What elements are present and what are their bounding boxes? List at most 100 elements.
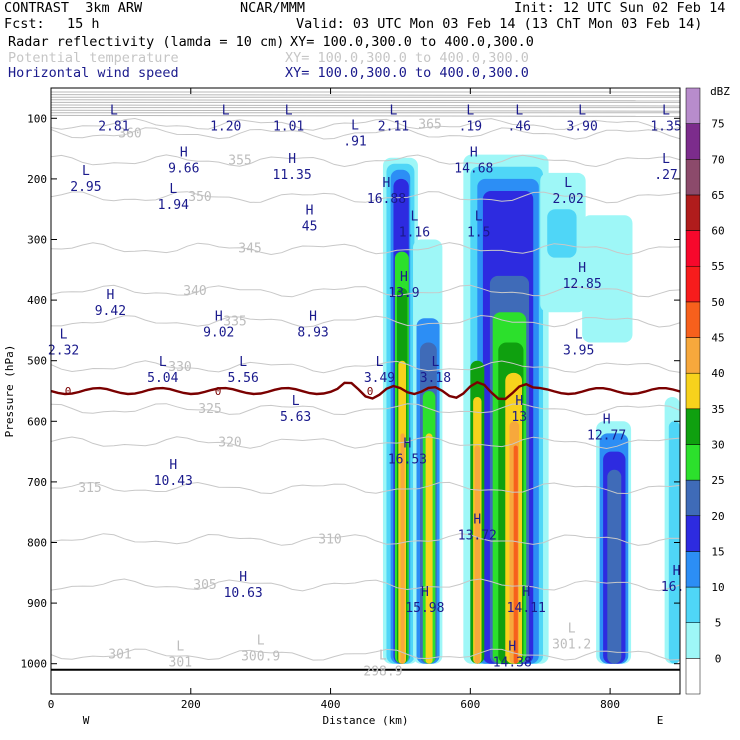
theta-extremum-value-0: 301 (169, 656, 192, 671)
wind-extremum-value-11: 14.68 (454, 162, 493, 177)
x-tick-label-0: 0 (48, 698, 55, 711)
wind-extremum-type-5: L (515, 103, 523, 118)
freezing-level-line (51, 380, 680, 401)
theta-label-345: 345 (238, 242, 261, 257)
wind-extremum-value-15: 16.88 (367, 192, 406, 207)
theta-extremum-type-1: L (257, 634, 265, 649)
wind-extremum-value-37: 10.63 (224, 586, 263, 601)
colorbar-level-0: 0 (715, 652, 722, 665)
wind-extremum-value-41: 14.38 (493, 656, 532, 671)
valid-time: Valid: 03 UTC Mon 03 Feb 14 (13 ChT Mon … (296, 16, 703, 32)
y-tick-label-200: 200 (27, 173, 47, 186)
y-tick-label-400: 400 (27, 294, 47, 307)
y-tick-label-100: 100 (27, 112, 47, 125)
colorbar-swatch-3 (685, 551, 701, 588)
colorbar-swatch-9 (685, 337, 701, 374)
colorbar-swatch-12 (685, 230, 701, 267)
wind-extremum-type-6: L (578, 103, 586, 118)
reflectivity-cell-22 (513, 445, 518, 664)
theta-upper-layer-7 (51, 109, 680, 112)
theta-extremum-type-0: L (176, 640, 184, 655)
wind-extremum-value-12: .27 (654, 168, 677, 183)
x-end-label-west: W (83, 714, 90, 727)
x-tick-label-400: 400 (321, 698, 341, 711)
wind-extremum-type-12: L (662, 152, 670, 167)
wind-extremum-type-33: H (603, 412, 611, 427)
init-time: Init: 12 UTC Sun 02 Feb 14 (514, 0, 726, 16)
reflectivity-cell-7 (400, 433, 405, 664)
x-axis-title: Distance (km) (322, 714, 408, 727)
extrema-labels: L2.81L1.20L1.01L2.11L.19L.46L3.90L1.35L.… (48, 103, 692, 679)
freezing-level: 0 0 0 (51, 380, 680, 401)
y-tick-label-600: 600 (27, 415, 47, 428)
wind-extremum-value-20: 12.85 (563, 277, 602, 292)
theta-contour-325 (51, 403, 680, 416)
wind-extremum-value-0: 2.81 (98, 119, 129, 134)
colorbar-swatch-13 (685, 194, 701, 231)
colorbar-swatch-8 (685, 372, 701, 410)
wind-extremum-type-28: L (239, 355, 247, 370)
colorbar-level-25: 25 (711, 474, 724, 487)
field-reflectivity-name: Radar reflectivity (lamda = 10 cm) (8, 34, 285, 50)
plot-header: CONTRAST 3km ARW NCAR/MMM Init: 12 UTC S… (0, 0, 740, 86)
wind-extremum-type-34: H (404, 437, 412, 452)
colorbar-level-75: 75 (711, 118, 724, 131)
colorbar-swatch-6 (685, 444, 701, 481)
colorbar-level-65: 65 (711, 189, 724, 202)
wind-extremum-type-27: L (159, 355, 167, 370)
y-tick-label-800: 800 (27, 537, 47, 550)
colorbar-level-40: 40 (711, 367, 724, 380)
colorbar-swatch-4 (685, 515, 701, 552)
y-axis-title: Pressure (hPa) (3, 345, 16, 438)
theta-contour-350 (51, 191, 680, 204)
field-wind-xy: XY= 100.0,300.0 to 400.0,300.0 (285, 65, 529, 81)
wind-extremum-value-28: 5.56 (228, 371, 259, 386)
theta-contours: 301 305 310 315 320 325 330 335 340 345 350 355 360 3… (51, 91, 680, 663)
colorbar-swatch-7 (685, 408, 701, 445)
wind-extremum-value-13: 2.95 (70, 180, 101, 195)
wind-extremum-value-22: 13.9 (388, 286, 419, 301)
wind-extremum-type-4: L (466, 103, 474, 118)
wind-extremum-type-0: L (110, 103, 118, 118)
colorbar-level-45: 45 (711, 332, 724, 345)
wind-extremum-type-41: H (508, 640, 516, 655)
wind-extremum-type-32: H (515, 394, 523, 409)
wind-extremum-type-14: L (169, 182, 177, 197)
colorbar-level-10: 10 (711, 581, 724, 594)
theta-contour-355 (51, 154, 680, 168)
wind-extremum-type-31: L (292, 394, 300, 409)
wind-extremum-value-14: 1.94 (158, 198, 189, 213)
theta-upper-layer-9 (51, 114, 680, 117)
theta-contour-330 (51, 360, 680, 374)
colorbar-level-30: 30 (711, 438, 724, 451)
wind-extremum-type-24: H (309, 309, 317, 324)
wind-extremum-value-24: 8.93 (297, 325, 328, 340)
wind-extremum-type-1: L (222, 103, 230, 118)
wind-extremum-value-16: 2.02 (553, 192, 584, 207)
wind-extremum-type-15: H (383, 176, 391, 191)
wind-extremum-type-3: L (390, 103, 398, 118)
theta-upper-layer-3 (51, 99, 680, 102)
wind-extremum-type-17: L (411, 209, 419, 224)
theta-contour-301 (51, 648, 680, 661)
wind-extremum-type-18: H (306, 203, 314, 218)
colorbar-swatch-5 (685, 479, 701, 517)
wind-extremum-value-1: 1.20 (210, 119, 241, 134)
wind-extremum-type-22: H (400, 270, 408, 285)
x-tick-label-600: 600 (460, 698, 480, 711)
reflectivity-cell-32 (607, 469, 622, 664)
reflectivity-shading (382, 154, 680, 664)
x-tick-label-200: 200 (181, 698, 201, 711)
wind-extremum-type-16: L (564, 176, 572, 191)
wind-extremum-value-2: 1.01 (273, 119, 304, 134)
theta-contour-315 (51, 481, 680, 495)
wind-extremum-value-35: 10.43 (154, 474, 193, 489)
axes: 100 200 300 400 500 600 700 800 900 1000 0 200 400 60… (3, 88, 680, 727)
y-tick-label-1000: 1000 (21, 658, 48, 671)
colorbar-swatch-16 (685, 87, 701, 124)
colorbar-swatch-11 (685, 265, 701, 303)
wind-extremum-value-21: 9.42 (95, 304, 126, 319)
wind-extremum-value-26: 3.95 (563, 344, 594, 359)
wind-extremum-type-11: H (470, 146, 478, 161)
